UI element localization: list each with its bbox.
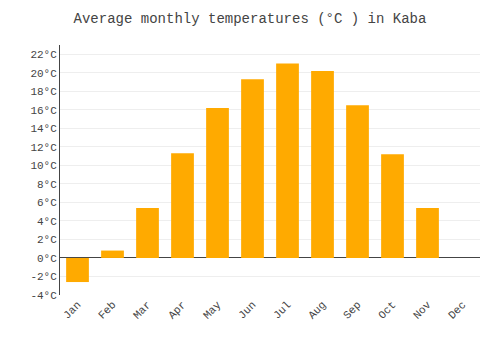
svg-text:Jun: Jun xyxy=(236,299,258,321)
svg-text:Mar: Mar xyxy=(131,299,153,321)
svg-text:12°C: 12°C xyxy=(30,142,57,154)
svg-text:May: May xyxy=(201,299,224,322)
svg-text:0°C: 0°C xyxy=(37,253,57,265)
svg-text:14°C: 14°C xyxy=(30,123,57,135)
svg-text:8°C: 8°C xyxy=(37,179,57,191)
svg-text:-2°C: -2°C xyxy=(30,271,57,283)
svg-text:Average monthly temperatures (: Average monthly temperatures (°C ) in Ka… xyxy=(74,11,427,27)
svg-text:4°C: 4°C xyxy=(37,216,57,228)
svg-text:Jan: Jan xyxy=(61,299,83,321)
svg-text:Jul: Jul xyxy=(271,299,293,321)
svg-text:-4°C: -4°C xyxy=(30,290,57,302)
svg-text:16°C: 16°C xyxy=(30,105,57,117)
svg-text:Aug: Aug xyxy=(306,299,328,321)
svg-text:10°C: 10°C xyxy=(30,160,57,172)
svg-text:6°C: 6°C xyxy=(37,197,57,209)
svg-text:Oct: Oct xyxy=(376,299,398,321)
svg-text:Feb: Feb xyxy=(96,299,118,321)
svg-text:18°C: 18°C xyxy=(30,86,57,98)
svg-text:Dec: Dec xyxy=(446,299,468,321)
svg-text:Sep: Sep xyxy=(341,299,363,321)
svg-text:20°C: 20°C xyxy=(30,68,57,80)
svg-text:22°C: 22°C xyxy=(30,49,57,61)
svg-text:Apr: Apr xyxy=(166,299,188,321)
svg-text:Nov: Nov xyxy=(411,299,434,322)
svg-text:2°C: 2°C xyxy=(37,234,57,246)
